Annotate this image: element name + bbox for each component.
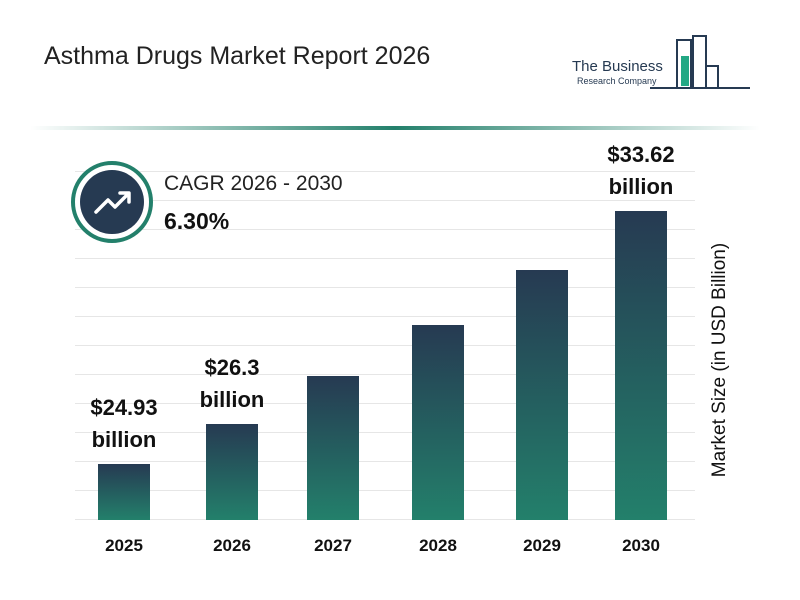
value-label: $24.93 billion <box>90 394 158 452</box>
bar <box>307 375 359 520</box>
x-tick-label: 2028 <box>419 536 457 555</box>
x-tick-label: 2030 <box>622 536 660 555</box>
x-tick-label: 2025 <box>105 536 143 555</box>
chart-title: Asthma Drugs Market Report 2026 <box>44 42 431 70</box>
x-tick-label: 2029 <box>523 536 561 555</box>
bar <box>98 463 150 520</box>
logo-text: The Business <box>572 58 663 75</box>
cagr-value: 6.30% <box>164 208 230 234</box>
x-tick-label: 2026 <box>213 536 251 555</box>
value-label: $33.62 billion <box>607 142 675 200</box>
bar <box>615 211 667 520</box>
x-tick-label: 2027 <box>314 536 352 555</box>
bar <box>412 324 464 520</box>
cagr-label: CAGR 2026 - 2030 <box>164 172 343 195</box>
cagr-icon <box>71 161 153 243</box>
bar <box>206 424 258 520</box>
plot-area <box>75 145 695 520</box>
logo-subtext: Research Company <box>577 76 657 86</box>
header-graphics <box>30 35 760 130</box>
value-label: $26.3 billion <box>199 355 265 412</box>
y-axis-label: Market Size (in USD Billion) <box>709 242 730 478</box>
bar <box>516 270 568 520</box>
